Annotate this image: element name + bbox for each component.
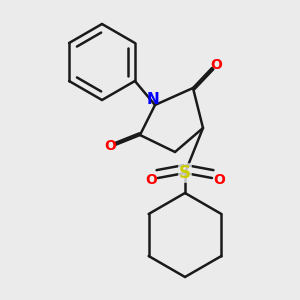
Text: O: O bbox=[145, 173, 157, 187]
Text: N: N bbox=[147, 92, 159, 107]
Text: O: O bbox=[213, 173, 225, 187]
Text: O: O bbox=[104, 139, 116, 153]
Text: O: O bbox=[210, 58, 222, 72]
Text: S: S bbox=[179, 164, 191, 182]
